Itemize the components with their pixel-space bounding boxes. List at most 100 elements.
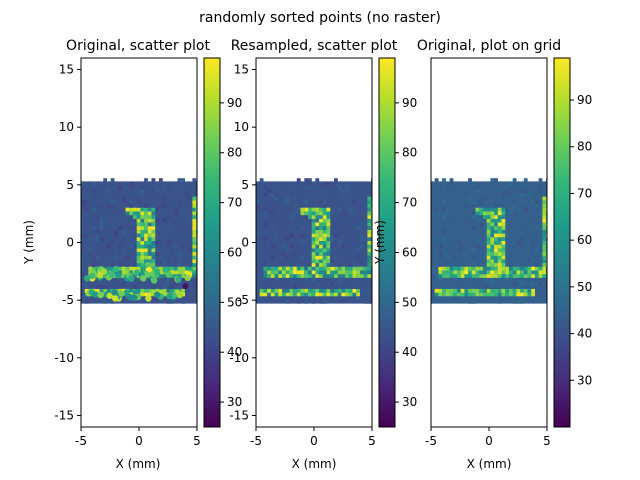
background-cell xyxy=(99,226,104,230)
background-cell xyxy=(471,215,476,219)
pattern-cell xyxy=(322,274,327,278)
pattern-cell xyxy=(311,233,316,238)
pattern-cell xyxy=(322,222,327,227)
pattern-cell xyxy=(501,263,506,267)
background-cell xyxy=(155,189,159,193)
pattern-cell xyxy=(147,259,152,264)
pattern-cell xyxy=(367,229,372,234)
pattern-cell xyxy=(136,255,141,260)
pattern-cell xyxy=(319,207,323,212)
background-cell xyxy=(125,263,130,267)
background-cell xyxy=(125,192,130,197)
pattern-cell xyxy=(501,207,506,212)
pattern-cell xyxy=(497,240,502,245)
pattern-cell xyxy=(147,226,152,230)
pattern-cell xyxy=(311,237,316,241)
background-cell xyxy=(475,185,480,190)
pattern-cell xyxy=(475,292,480,297)
background-cell xyxy=(531,244,535,249)
pattern-cell xyxy=(542,204,547,208)
background-cell xyxy=(300,215,305,219)
pattern-cell xyxy=(345,270,349,275)
pattern-cell xyxy=(315,229,320,234)
pattern-cell xyxy=(326,292,331,297)
background-cell xyxy=(192,281,197,286)
pattern-cell xyxy=(274,266,279,271)
background-cell xyxy=(173,285,178,289)
pattern-cell xyxy=(494,240,498,245)
pattern-cell xyxy=(501,211,506,216)
pattern-cell xyxy=(140,252,145,256)
pattern-cell xyxy=(319,218,323,223)
pattern-cell xyxy=(542,218,547,223)
pattern-cell xyxy=(464,274,469,278)
pattern-cell xyxy=(151,237,156,241)
background-cell xyxy=(431,270,435,275)
background-cell xyxy=(84,233,89,238)
pattern-cell xyxy=(520,288,524,293)
background-cell xyxy=(438,259,443,264)
background-cell xyxy=(527,259,532,264)
pattern-cell xyxy=(457,274,461,278)
background-cell xyxy=(527,192,532,197)
pattern-cell xyxy=(471,274,476,278)
pattern-cell xyxy=(133,207,137,212)
pattern-cell xyxy=(319,288,323,293)
background-cell xyxy=(363,237,368,241)
background-cell xyxy=(274,259,279,264)
pattern-cell xyxy=(494,222,498,227)
pattern-cell xyxy=(270,274,275,278)
background-cell xyxy=(181,178,185,182)
background-cell xyxy=(278,189,283,193)
pattern-cell xyxy=(311,211,316,216)
background-cell xyxy=(330,255,334,260)
background-cell xyxy=(367,288,372,293)
background-cell xyxy=(274,263,279,267)
background-cell xyxy=(457,200,461,205)
pattern-cell xyxy=(136,252,141,256)
background-cell xyxy=(445,207,450,212)
pattern-cell xyxy=(315,263,320,267)
pattern-cell xyxy=(542,252,547,256)
background-cell xyxy=(304,185,309,190)
pattern-cell xyxy=(542,240,547,245)
pattern-cell xyxy=(501,270,506,275)
pattern-cell xyxy=(322,218,327,223)
background-cell xyxy=(259,204,264,208)
pattern-cell xyxy=(181,292,185,297)
pattern-cell xyxy=(136,274,141,278)
background-cell xyxy=(300,233,305,238)
pattern-cell xyxy=(471,270,476,275)
background-cell xyxy=(296,277,301,282)
pattern-cell xyxy=(293,288,297,293)
pattern-cell xyxy=(367,218,372,223)
background-cell xyxy=(289,215,294,219)
pattern-cell xyxy=(367,266,372,271)
background-cell xyxy=(293,204,297,208)
pattern-cell xyxy=(315,266,320,271)
pattern-cell xyxy=(140,218,145,223)
pattern-cell xyxy=(162,292,167,297)
background-cell xyxy=(144,204,148,208)
background-cell xyxy=(516,207,521,212)
pattern-cell xyxy=(475,266,480,271)
pattern-cell xyxy=(147,252,152,256)
background-cell xyxy=(330,296,334,300)
background-cell xyxy=(293,252,297,256)
pattern-cell xyxy=(483,215,487,219)
pattern-cell xyxy=(460,274,465,278)
background-cell xyxy=(177,252,182,256)
pattern-cell xyxy=(326,266,331,271)
background-cell xyxy=(449,244,454,249)
background-cell xyxy=(348,181,353,186)
pattern-cell xyxy=(542,196,547,201)
background-cell xyxy=(479,218,484,223)
background-cell xyxy=(431,211,435,216)
background-cell xyxy=(159,252,163,256)
y-tick-label: -15 xyxy=(229,408,249,422)
pattern-cell xyxy=(326,229,331,234)
pattern-cell xyxy=(334,288,338,293)
background-cell xyxy=(494,204,498,208)
background-cell xyxy=(256,211,260,216)
pattern-cell xyxy=(319,215,323,219)
